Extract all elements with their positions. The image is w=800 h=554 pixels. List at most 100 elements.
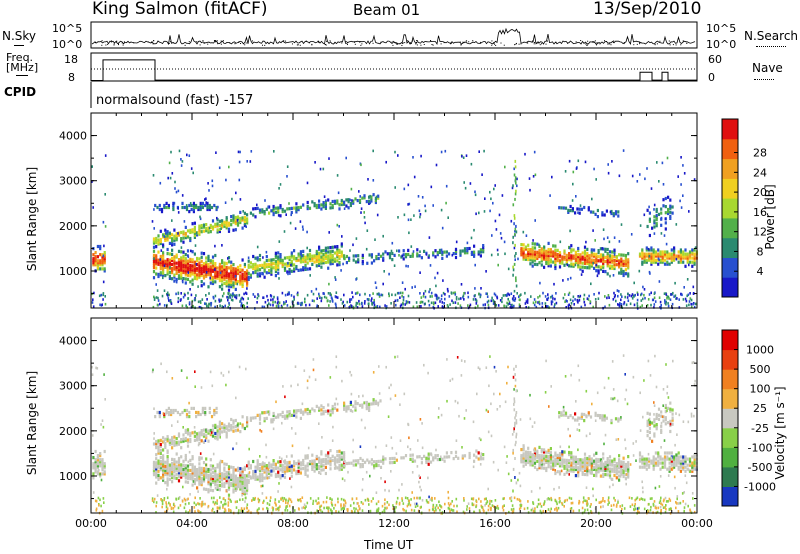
- velocity-panel-scatter-cell: [674, 443, 676, 447]
- power-panel-scatter-cell: [688, 263, 690, 267]
- power-panel-cell: [581, 251, 584, 255]
- velocity-panel-cell: [207, 490, 210, 494]
- power-panel-cell: [543, 249, 546, 253]
- velocity-panel-cell: [604, 473, 607, 477]
- power-panel-cell: [691, 250, 694, 254]
- power-panel-cell: [180, 256, 183, 260]
- power-panel-streak-cell: [512, 241, 514, 245]
- power-panel-cell: [200, 226, 203, 230]
- velocity-panel-cell: [568, 459, 571, 463]
- power-panel-ground-cell: [100, 293, 103, 297]
- power-panel-ground-cell: [627, 299, 630, 302]
- velocity-panel-scatter-cell: [225, 383, 227, 387]
- velocity-panel-cell: [652, 467, 655, 471]
- power-panel-cell: [230, 215, 233, 219]
- velocity-panel-scatter-cell: [688, 468, 690, 472]
- power-panel-cell: [599, 247, 602, 251]
- velocity-panel-cell: [377, 401, 380, 405]
- power-panel-cell: [202, 252, 206, 256]
- power-panel-cell: [162, 235, 165, 239]
- power-panel-scatter-cell: [306, 230, 308, 234]
- power-panel-scatter-cell: [461, 155, 463, 158]
- velocity-panel-cell: [99, 464, 102, 468]
- velocity-panel-cell: [684, 469, 687, 473]
- velocity-panel-cell: [272, 463, 275, 467]
- power-panel-cell: [315, 205, 318, 210]
- power-panel-cell: [670, 252, 673, 256]
- velocity-panel-cell: [227, 422, 231, 426]
- velocity-panel-cell: [561, 450, 564, 454]
- velocity-panel-scatter-cell: [341, 477, 344, 481]
- velocity-panel-cell: [593, 467, 596, 471]
- power-panel-cell: [261, 208, 264, 212]
- velocity-panel-cell: [373, 464, 376, 468]
- power-panel-scatter-cell: [660, 216, 663, 220]
- velocity-panel-cell: [543, 466, 546, 470]
- power-panel-cell: [651, 226, 654, 230]
- velocity-panel-cell: [234, 480, 237, 484]
- power-panel-cell: [279, 257, 282, 261]
- power-panel-scatter-cell: [419, 250, 421, 253]
- velocity-panel-cell: [547, 463, 550, 467]
- power-panel-cell: [209, 269, 212, 273]
- power-panel-cell: [558, 206, 561, 210]
- power-panel-ground-cell: [623, 302, 625, 306]
- velocity-panel-cell: [343, 464, 346, 468]
- velocity-panel-cell: [545, 454, 548, 458]
- power-panel-ground-cell: [544, 295, 547, 298]
- velocity-panel-cell: [176, 410, 179, 415]
- velocity-panel-cell: [195, 415, 198, 419]
- power-panel-cell: [263, 212, 266, 216]
- velocity-panel-cell: [263, 464, 266, 468]
- noise-search-dot: [107, 43, 109, 45]
- velocity-panel-cell: [338, 468, 341, 472]
- velocity-panel-cell: [648, 422, 651, 426]
- power-panel-cell: [549, 258, 552, 262]
- power-panel-scatter-cell: [171, 172, 174, 175]
- power-panel-ground-cell: [572, 299, 574, 303]
- power-panel-cell: [243, 264, 246, 269]
- velocity-panel-cell: [615, 462, 618, 466]
- velocity-panel-cell: [193, 481, 196, 486]
- power-panel-ground-cell: [694, 302, 697, 306]
- velocity-panel-cell: [545, 456, 548, 460]
- noise-search-dot: [423, 44, 425, 46]
- power-panel-scatter-cell: [394, 150, 396, 154]
- power-panel-scatter-cell: [429, 288, 431, 291]
- velocity-panel-cell: [693, 455, 696, 459]
- power-panel-streak-cell: [514, 165, 517, 169]
- power-panel-cell: [223, 224, 226, 228]
- power-panel-cell: [361, 255, 364, 260]
- noise-search-dot: [291, 43, 293, 45]
- velocity-panel-cell: [382, 459, 385, 463]
- power-panel-streak-cell: [514, 159, 517, 163]
- power-panel-cell: [547, 258, 550, 262]
- power-panel-cell: [265, 259, 268, 263]
- velocity-panel-cell: [299, 416, 302, 420]
- power-panel-cell: [207, 273, 210, 277]
- velocity-panel-cell: [599, 466, 602, 470]
- power-panel-cell: [608, 264, 612, 268]
- velocity-panel-cell: [590, 471, 593, 475]
- velocity-panel-cell: [265, 416, 268, 420]
- power-panel-cell: [188, 203, 191, 208]
- power-panel-cell: [331, 255, 334, 259]
- power-panel-cell: [333, 199, 337, 203]
- power-panel-cell: [252, 267, 255, 271]
- velocity-panel-cell: [184, 436, 187, 441]
- velocity-panel-cell: [618, 478, 621, 482]
- velocity-panel-cell: [457, 456, 460, 460]
- velocity-panel-cell: [318, 466, 321, 470]
- power-panel-cell: [595, 265, 598, 269]
- power-panel-cell: [227, 256, 231, 260]
- power-panel-cell: [239, 274, 242, 278]
- velocity-panel-cell: [232, 476, 235, 480]
- velocity-panel-cell: [400, 456, 403, 460]
- power-panel-cell: [270, 209, 273, 213]
- velocity-panel-cell: [679, 463, 682, 467]
- power-panel-cell: [241, 226, 244, 230]
- velocity-panel-scatter-cell: [306, 386, 309, 390]
- power-panel-cell: [563, 255, 566, 259]
- power-panel-ground-cell: [583, 293, 586, 297]
- power-panel-ground-cell: [375, 305, 377, 309]
